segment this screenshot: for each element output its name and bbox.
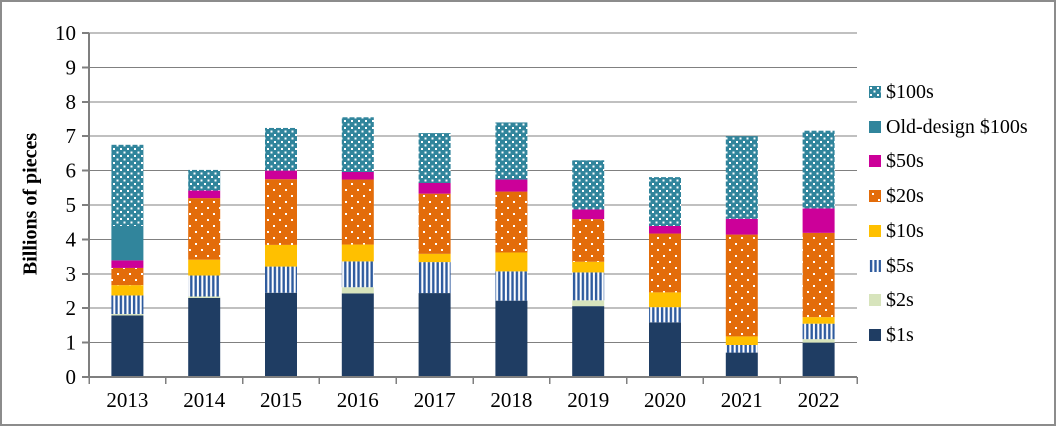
y-tick-label: 1 (66, 331, 77, 355)
x-tick-label: 2022 (798, 388, 840, 412)
bar-segment-2022-50s (802, 208, 835, 233)
y-tick-label: 0 (66, 365, 77, 389)
y-tick-label: 5 (66, 193, 77, 217)
x-tick-label: 2021 (721, 388, 763, 412)
bar-segment-2019-10s (572, 261, 605, 273)
bar-segment-2022-5s (802, 323, 835, 340)
bar-segment-2020-20s (649, 233, 681, 293)
bar-segment-2016-2s (341, 287, 374, 294)
y-tick-label: 6 (66, 159, 77, 183)
axis-labels: 0 1 2 3 4 5 6 7 8 9 10 2013 2014 2015 2016 2017 2018 2019… (55, 21, 840, 412)
bar-segment-2020-50s (649, 225, 681, 234)
bar-segment-2013-100s (111, 144, 144, 226)
y-tick-label: 2 (66, 296, 77, 320)
bar-segment-2015-100s (265, 127, 297, 171)
bar-segment-2013-50s (111, 260, 144, 268)
bar-segment-2013-20s (111, 267, 144, 286)
bar-segment-2017-50s (418, 182, 451, 194)
bar-segment-2016-1s (341, 293, 374, 377)
bar-segment-2016-100s (341, 117, 374, 172)
bar-segment-2017-20s (418, 193, 451, 254)
bar-segment-2014-50s (188, 190, 221, 199)
x-tick-label: 2015 (260, 388, 302, 412)
bar-segment-2013-10s (111, 285, 144, 296)
y-tick-label: 9 (66, 55, 77, 79)
x-tick-label: 2019 (567, 388, 609, 412)
bar-segment-2016-10s (341, 244, 374, 262)
x-tick-label: 2014 (183, 388, 226, 412)
bar-segment-2022-2s (802, 339, 835, 343)
x-tick-label: 2013 (106, 388, 148, 412)
bar-segment-2019-50s (572, 209, 605, 220)
bar-segment-2014-10s (188, 259, 221, 276)
bar-segment-2022-20s (802, 232, 835, 318)
bar-segment-2013-old-design-100s (111, 225, 144, 261)
bar-segment-2014-2s (188, 296, 221, 298)
bar-segment-2019-2s (572, 300, 605, 307)
bar-segment-2018-10s (495, 252, 528, 272)
bar-segment-2022-1s (802, 342, 835, 377)
bar-segment-2014-5s (188, 275, 221, 297)
bar-segment-2017-10s (418, 253, 451, 263)
bar-segment-2015-50s (265, 170, 297, 180)
bar-segment-2020-1s (649, 322, 681, 377)
bar-segment-2021-50s (725, 218, 758, 235)
bar-segment-2015-1s (265, 292, 297, 377)
bar-segment-2018-100s (495, 122, 528, 180)
bar-segment-2016-50s (341, 171, 374, 180)
bar-segment-2019-1s (572, 306, 605, 377)
bar-segment-2021-5s (725, 345, 758, 353)
bar-segment-2015-10s (265, 244, 297, 267)
bar-segment-2014-100s (188, 169, 221, 191)
x-tick-label: 2020 (644, 388, 686, 412)
bars (111, 117, 835, 377)
bar-segment-2021-1s (725, 352, 758, 377)
y-tick-label: 10 (55, 21, 76, 45)
y-tick-label: 8 (66, 90, 77, 114)
y-tick-label: 4 (66, 227, 77, 251)
bar-segment-2019-20s (572, 219, 605, 262)
axes (82, 32, 858, 384)
bar-segment-2021-100s (725, 136, 758, 219)
bar-segment-2013-1s (111, 315, 144, 377)
bar-segment-2018-50s (495, 179, 528, 192)
x-tick-label: 2018 (490, 388, 532, 412)
y-axis-title: Billions of pieces (19, 132, 42, 276)
bar-segment-2022-10s (802, 317, 835, 324)
bar-segment-2016-5s (341, 261, 374, 288)
bar-segment-2014-20s (188, 198, 221, 260)
bar-segment-2020-5s (649, 307, 681, 323)
bar-segment-2019-5s (572, 272, 605, 301)
bar-segment-2015-20s (265, 179, 297, 245)
bar-segment-2018-1s (495, 300, 528, 377)
bar-segment-2018-5s (495, 271, 528, 301)
bar-segment-2016-20s (341, 179, 374, 245)
bar-segment-2022-100s (802, 130, 835, 209)
bar-segment-2017-1s (418, 293, 451, 377)
bar-segment-2019-100s (572, 160, 605, 210)
bar-segment-2021-10s (725, 336, 758, 346)
x-tick-label: 2016 (337, 388, 379, 412)
bar-segment-2017-100s (418, 133, 451, 183)
bar-segment-2015-5s (265, 266, 297, 293)
bar-segment-2020-100s (649, 177, 681, 226)
y-tick-label: 7 (66, 124, 77, 148)
bar-segment-2014-1s (188, 297, 221, 377)
bar-segment-2018-20s (495, 191, 528, 253)
y-tick-label: 3 (66, 262, 77, 286)
bar-segment-2013-2s (111, 314, 144, 316)
bar-segment-2021-20s (725, 234, 758, 337)
bar-segment-2017-5s (418, 262, 451, 294)
x-tick-label: 2017 (414, 388, 456, 412)
bar-segment-2020-10s (649, 292, 681, 308)
bar-segment-2013-5s (111, 295, 144, 315)
